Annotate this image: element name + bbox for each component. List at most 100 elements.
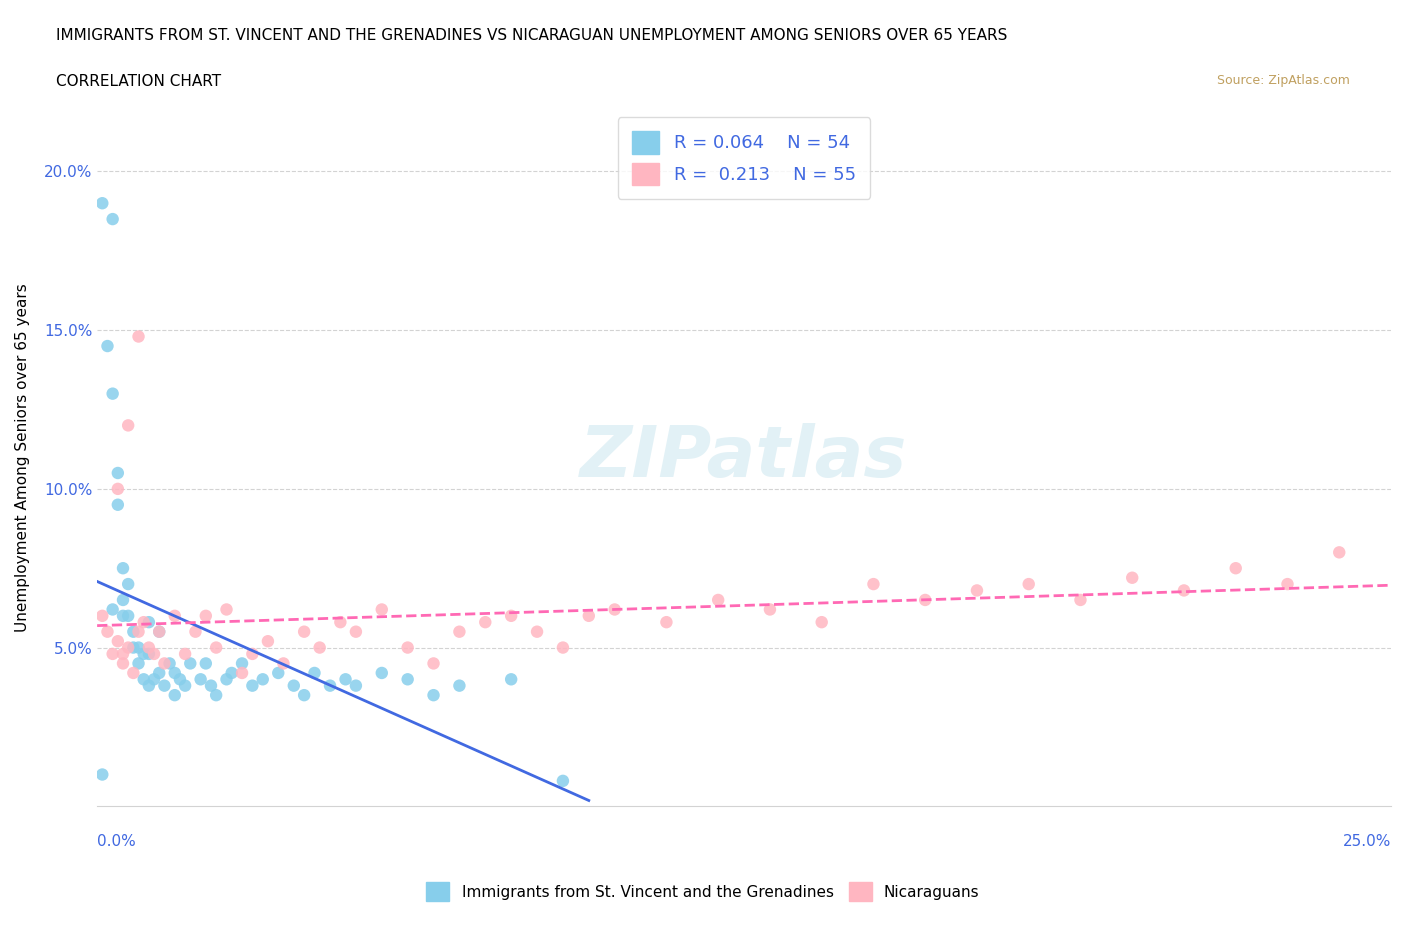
Point [231,666,253,681]
Point [117,418,139,432]
Point [101,602,124,617]
Point [148,666,170,681]
Point [655,615,678,630]
Point [759,602,782,617]
Text: 0.0%: 0.0% [97,834,136,849]
Point [111,592,134,607]
Point [344,624,367,639]
Point [371,602,394,617]
Point [107,498,129,512]
Point [1277,577,1299,591]
Point [422,687,444,702]
Point [163,666,186,681]
Point [603,602,626,617]
Text: CORRELATION CHART: CORRELATION CHART [56,74,221,89]
Point [194,656,217,671]
Point [117,577,139,591]
Y-axis label: Unemployment Among Seniors over 65 years: Unemployment Among Seniors over 65 years [15,283,30,631]
Point [551,640,574,655]
Point [335,671,357,686]
Point [344,678,367,693]
Point [273,656,295,671]
Point [501,608,523,623]
Point [153,678,176,693]
Point [122,624,145,639]
Point [117,640,139,655]
Point [107,482,129,497]
Legend: R = 0.064    N = 54, R =  0.213    N = 55: R = 0.064 N = 54, R = 0.213 N = 55 [617,117,870,199]
Point [138,646,160,661]
Point [143,671,166,686]
Point [96,339,118,353]
Point [128,624,150,639]
Point [122,666,145,681]
Point [107,466,129,481]
Point [267,666,290,681]
Point [111,646,134,661]
Point [308,640,330,655]
Point [396,640,419,655]
Text: Source: ZipAtlas.com: Source: ZipAtlas.com [1216,74,1350,87]
Point [449,624,471,639]
Point [174,646,197,661]
Point [242,678,264,693]
Point [205,640,228,655]
Point [551,774,574,789]
Point [914,592,936,607]
Point [966,583,988,598]
Point [143,646,166,661]
Point [101,646,124,661]
Text: ZIPatlas: ZIPatlas [581,422,908,492]
Point [148,624,170,639]
Point [257,633,280,648]
Point [292,687,315,702]
Point [128,656,150,671]
Point [205,687,228,702]
Point [526,624,548,639]
Point [159,656,181,671]
Point [1173,583,1195,598]
Point [371,666,394,681]
Point [319,678,342,693]
Point [111,608,134,623]
Text: 25.0%: 25.0% [1343,834,1391,849]
Point [111,561,134,576]
Point [91,196,114,211]
Point [101,212,124,227]
Point [179,656,201,671]
Point [91,608,114,623]
Point [231,656,253,671]
Point [117,608,139,623]
Point [132,671,155,686]
Point [148,624,170,639]
Point [474,615,496,630]
Point [242,646,264,661]
Point [194,608,217,623]
Text: IMMIGRANTS FROM ST. VINCENT AND THE GRENADINES VS NICARAGUAN UNEMPLOYMENT AMONG : IMMIGRANTS FROM ST. VINCENT AND THE GREN… [56,28,1008,43]
Point [449,678,471,693]
Point [122,640,145,655]
Point [329,615,352,630]
Point [304,666,326,681]
Point [1069,592,1091,607]
Point [215,602,238,617]
Point [138,640,160,655]
Point [96,624,118,639]
Point [132,646,155,661]
Point [91,767,114,782]
Legend: Immigrants from St. Vincent and the Grenadines, Nicaraguans: Immigrants from St. Vincent and the Gren… [415,870,991,913]
Point [252,671,274,686]
Point [1225,561,1247,576]
Point [578,608,600,623]
Point [200,678,222,693]
Point [283,678,305,693]
Point [292,624,315,639]
Point [132,615,155,630]
Point [862,577,884,591]
Point [707,592,730,607]
Point [138,615,160,630]
Point [1329,545,1351,560]
Point [1121,570,1143,585]
Point [221,666,243,681]
Point [128,640,150,655]
